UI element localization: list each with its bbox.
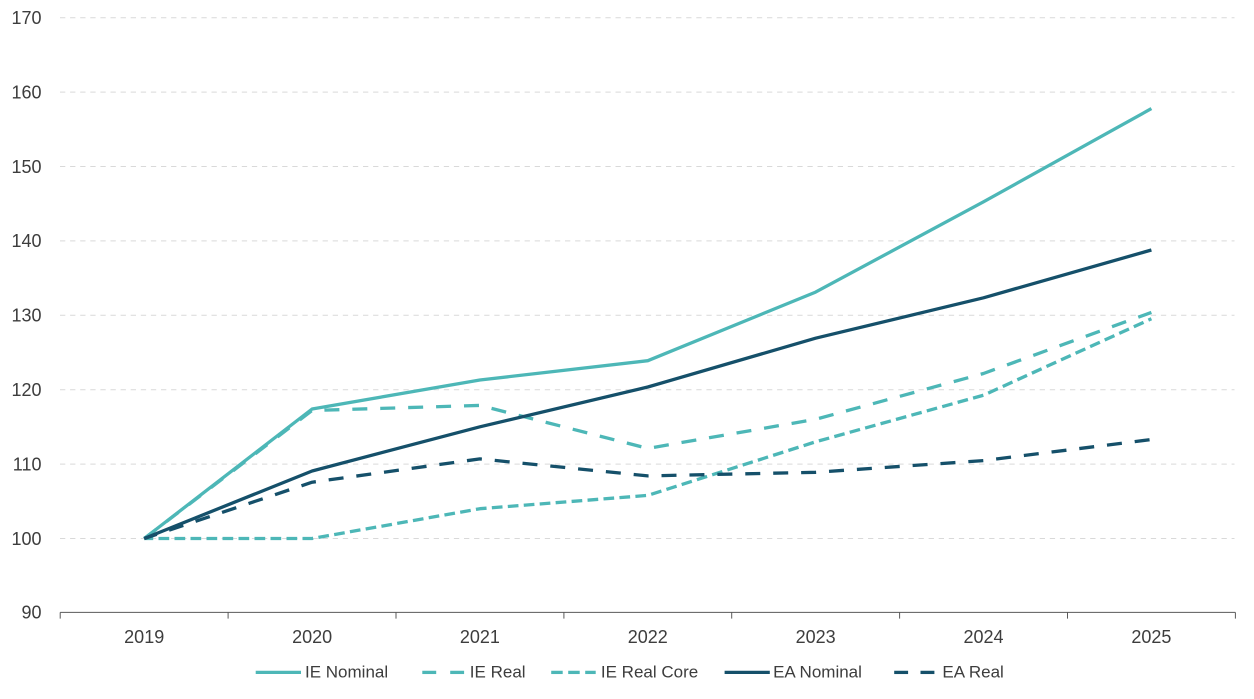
svg-text:2021: 2021 <box>460 627 500 647</box>
svg-text:EA Real: EA Real <box>942 663 1003 682</box>
svg-text:IE Real: IE Real <box>470 663 526 682</box>
svg-text:170: 170 <box>11 8 41 28</box>
svg-text:140: 140 <box>11 231 41 251</box>
svg-text:110: 110 <box>13 454 42 474</box>
svg-text:EA Nominal: EA Nominal <box>773 663 862 682</box>
svg-text:100: 100 <box>11 529 41 549</box>
svg-text:2019: 2019 <box>124 627 164 647</box>
svg-text:2025: 2025 <box>1131 627 1171 647</box>
svg-text:2022: 2022 <box>628 627 668 647</box>
svg-text:2024: 2024 <box>963 627 1003 647</box>
svg-text:2020: 2020 <box>292 627 332 647</box>
svg-text:2023: 2023 <box>796 627 836 647</box>
svg-text:120: 120 <box>11 380 41 400</box>
svg-text:150: 150 <box>11 157 41 177</box>
svg-text:90: 90 <box>21 603 41 623</box>
svg-text:130: 130 <box>11 306 41 326</box>
svg-text:IE Real Core: IE Real Core <box>601 663 698 682</box>
svg-text:IE Nominal: IE Nominal <box>305 663 388 682</box>
svg-text:160: 160 <box>11 82 41 102</box>
